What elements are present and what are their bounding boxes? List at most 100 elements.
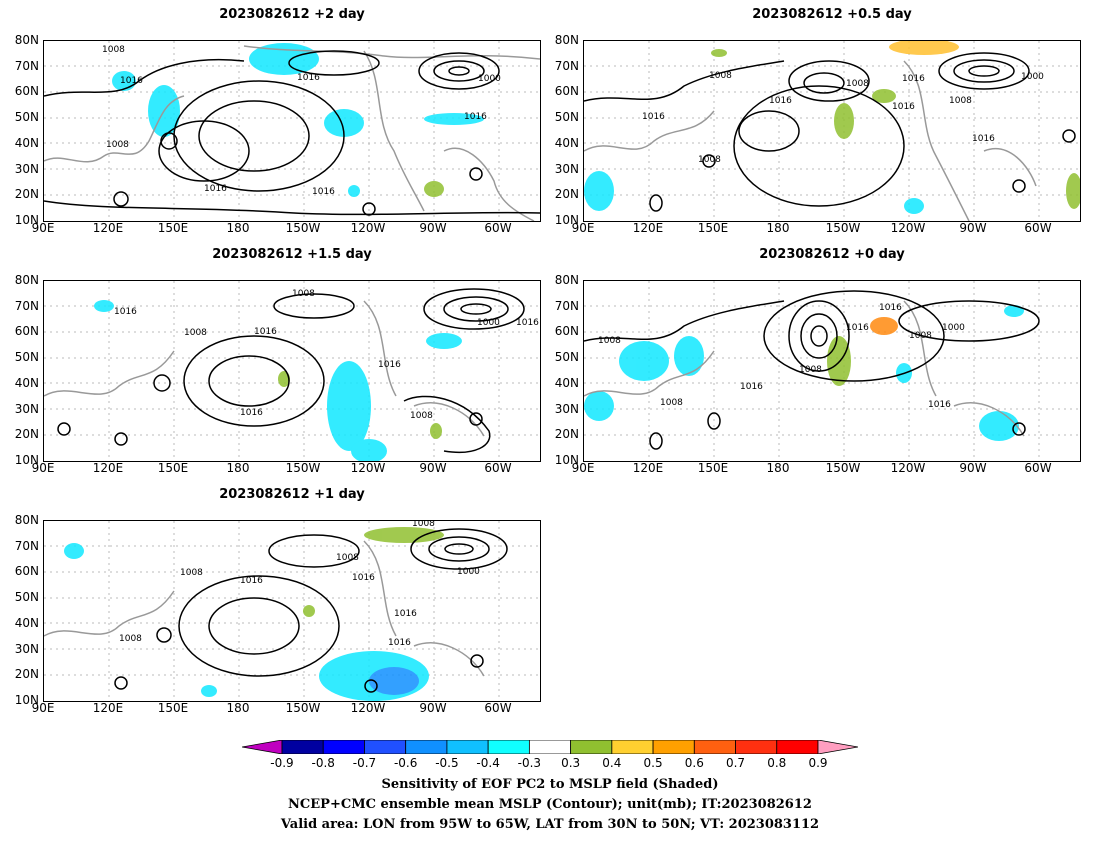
mslp-contours — [114, 528, 508, 693]
lat-tick-label: 20N — [14, 427, 39, 442]
lon-tick-label: 150E — [697, 461, 729, 475]
contour-label: 1008 — [799, 365, 822, 375]
lat-tick-label: 50N — [14, 350, 39, 365]
lat-tick-label: 10N — [554, 452, 579, 467]
lat-tick-label: 10N — [14, 692, 39, 707]
colorbar-swatch — [281, 740, 324, 754]
contour-label: 1016 — [902, 74, 925, 84]
lon-tick-label: 120W — [350, 461, 386, 475]
map-plus2-svg: 1008 1016 1008 1016 1016 1016 1000 1016 — [44, 41, 540, 221]
contour-label: 1016 — [120, 76, 143, 86]
lat-tick-label: 40N — [554, 135, 579, 150]
colorbar-swatch — [364, 740, 407, 754]
contour-label: 1008 — [909, 331, 932, 341]
colorbar-swatch — [776, 740, 819, 754]
caption-line-3: Valid area: LON from 95W to 65W, LAT fro… — [280, 817, 820, 832]
map-panel-plus0: 1016 1016 1008 1000 1008 1008 1016 1008 … — [583, 280, 1081, 462]
contour-label: 1016 — [394, 609, 417, 619]
contour-label: 1008 — [184, 328, 207, 338]
map-plus0-5-svg: 1008 1008 1016 1016 1000 1008 1016 1016 … — [584, 41, 1080, 221]
lon-tick-label: 60W — [484, 221, 512, 235]
lon-tick-label: 120W — [350, 221, 386, 235]
lon-tick-label: 180 — [226, 221, 250, 235]
contour-label: 1008 — [336, 553, 359, 563]
colorbar-tick-label: -0.4 — [476, 756, 500, 770]
lon-tick-label: 90W — [959, 461, 987, 475]
lon-tick-label: 90W — [959, 221, 987, 235]
lat-tick-label: 30N — [14, 161, 39, 176]
colorbar-tick-label: -0.6 — [393, 756, 418, 770]
colorbar-swatch — [693, 740, 736, 754]
contour-label: 1016 — [254, 327, 277, 337]
colorbar-swatch — [570, 740, 613, 754]
lon-tick-label: 120E — [92, 221, 124, 235]
contour-label: 1000 — [457, 567, 480, 577]
lon-tick-label: 150W — [285, 221, 321, 235]
colorbar-swatch — [322, 740, 365, 754]
colorbar-swatch — [446, 740, 489, 754]
lat-tick-label: 40N — [14, 615, 39, 630]
lat-tick-label: 80N — [14, 33, 39, 47]
contour-label: 1008 — [102, 45, 125, 55]
colorbar-tick-label: 0.9 — [808, 756, 828, 770]
lon-tick-label: 90E — [571, 221, 595, 235]
lon-tick-label: 150E — [157, 701, 189, 715]
lat-tick-label: 70N — [554, 58, 579, 73]
sensitivity-shading — [584, 41, 1080, 214]
lat-tick-label: 40N — [14, 375, 39, 390]
lat-tick-label: 20N — [14, 187, 39, 202]
lat-tick-label: 10N — [14, 212, 39, 227]
lon-tick-label: 120E — [632, 221, 664, 235]
lat-tick-label: 80N — [14, 273, 39, 287]
colorbar-swatch — [242, 740, 283, 754]
lat-tick-label: 10N — [14, 452, 39, 467]
contour-label: 1016 — [516, 318, 539, 328]
lat-tick-label: 10N — [554, 212, 579, 227]
colorbar-swatch — [611, 740, 654, 754]
map-plus1-svg: 1008 1008 1016 1008 1016 1000 1016 1008 … — [44, 521, 540, 701]
lat-tick-label: 70N — [14, 58, 39, 73]
contour-label: 1016 — [740, 382, 763, 392]
contour-label: 1000 — [1021, 72, 1044, 82]
contour-label: 1016 — [464, 112, 487, 122]
lat-tick-label: 60N — [554, 84, 579, 99]
lon-tick-label: 120W — [890, 461, 926, 475]
map-plus0-svg: 1016 1016 1008 1000 1008 1008 1016 1008 … — [584, 281, 1080, 461]
contour-label: 1016 — [879, 303, 902, 313]
lon-tick-label: 90W — [419, 221, 447, 235]
lat-tick-label: 30N — [554, 161, 579, 176]
lat-tick-label: 60N — [554, 324, 579, 339]
contour-label: 1008 — [292, 289, 315, 299]
lat-tick-label: 70N — [14, 538, 39, 553]
contour-label: 1000 — [478, 74, 501, 84]
lon-tick-label: 60W — [1024, 221, 1052, 235]
contour-label: 1016 — [240, 576, 263, 586]
contour-label: 1016 — [388, 638, 411, 648]
contour-label: 1000 — [477, 318, 500, 328]
colorbar-tick-label: 0.6 — [684, 756, 704, 770]
colorbar-swatch — [735, 740, 778, 754]
colorbar-tick-label: -0.3 — [517, 756, 542, 770]
lon-tick-label: 90W — [419, 701, 447, 715]
contour-label: 1008 — [119, 634, 142, 644]
lat-tick-label: 60N — [14, 324, 39, 339]
lat-tick-label: 70N — [554, 298, 579, 313]
lon-tick-label: 60W — [484, 701, 512, 715]
lon-tick-label: 90E — [31, 701, 55, 715]
contour-label: 1008 — [660, 398, 683, 408]
panel-title-plus0: 2023082612 +0 day — [759, 247, 905, 262]
contour-label: 1008 — [598, 336, 621, 346]
lat-tick-label: 80N — [554, 273, 579, 287]
colorbar-tick-label: 0.4 — [602, 756, 622, 770]
colorbar-tick-label: 0.7 — [725, 756, 746, 770]
lon-tick-label: 150E — [697, 221, 729, 235]
panel-title-plus2: 2023082612 +2 day — [219, 7, 365, 22]
map-plus1-5-svg: 1008 1016 1008 1016 1000 1016 1016 1008 … — [44, 281, 540, 461]
contour-label: 1016 — [114, 307, 137, 317]
lon-tick-label: 180 — [226, 461, 250, 475]
colorbar-tick-label: 0.5 — [643, 756, 663, 770]
colorbar-swatch — [487, 740, 530, 754]
mslp-contours — [584, 52, 1076, 212]
lat-tick-label: 30N — [14, 401, 39, 416]
lon-tick-label: 150W — [285, 461, 321, 475]
